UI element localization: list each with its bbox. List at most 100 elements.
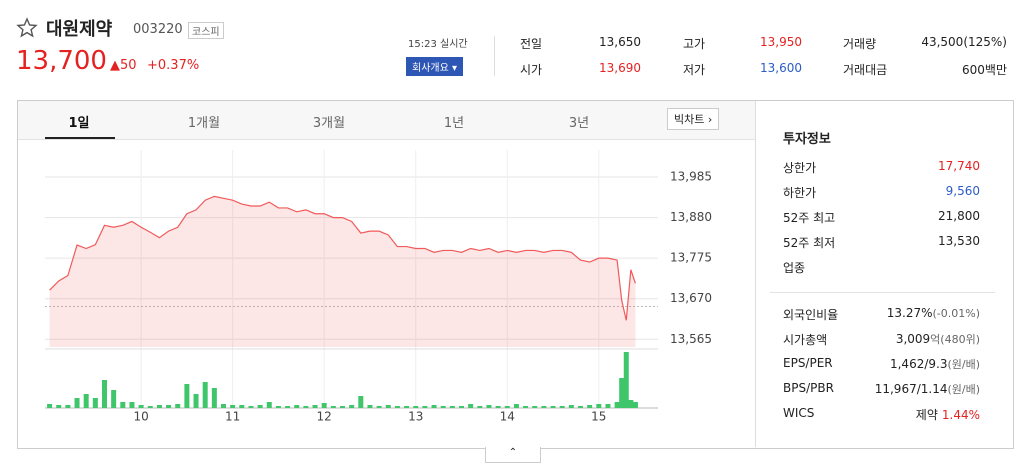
volume-bar bbox=[358, 396, 364, 408]
volume-bar bbox=[65, 405, 71, 408]
volume-bar bbox=[111, 390, 117, 408]
tab-bar bbox=[18, 101, 755, 140]
invest-extra: 억(480위) bbox=[930, 333, 980, 346]
price-line bbox=[49, 195, 636, 321]
big-chart-button[interactable]: 빅차트 › bbox=[667, 108, 720, 130]
invest-label: 52주 최저 bbox=[783, 236, 836, 250]
collapse-toggle[interactable]: ⌃ bbox=[485, 447, 541, 463]
x-tick-label: 12 bbox=[317, 410, 332, 424]
invest-extra: (원/배) bbox=[947, 358, 980, 371]
volume-bar bbox=[394, 406, 400, 408]
volume-bar bbox=[532, 406, 538, 408]
price: 13,700 bbox=[16, 46, 107, 76]
stock-code: 003220 bbox=[133, 22, 183, 37]
volume-bar bbox=[477, 406, 483, 408]
invest-value: 11,967/1.14 bbox=[874, 382, 948, 396]
change-value: 50 bbox=[120, 58, 137, 73]
volume-bar bbox=[404, 406, 410, 408]
invest-value-group: 13.27%(-0.01%) bbox=[887, 306, 980, 320]
invest-value: 1,462/9.3 bbox=[889, 357, 948, 371]
tab[interactable]: 1일 bbox=[68, 116, 90, 131]
invest-value: 13.27% bbox=[886, 306, 933, 320]
volume-bar bbox=[619, 378, 625, 408]
tab[interactable]: 1개월 bbox=[187, 116, 221, 131]
tab[interactable]: 3개월 bbox=[312, 116, 346, 131]
invest-label: 외국인비율 bbox=[783, 308, 839, 322]
volume-bar bbox=[74, 398, 80, 408]
volume-bar bbox=[376, 406, 382, 408]
volume-bar bbox=[303, 406, 309, 408]
volume-bar bbox=[513, 404, 519, 408]
volume-bar bbox=[221, 404, 226, 408]
invest-label: BPS/PBR bbox=[783, 381, 834, 395]
quote-value: 13,650 bbox=[599, 35, 641, 49]
volume-bar bbox=[504, 406, 510, 408]
chart: 13,565 13,670 13,775 13,880 13,985 10 11 12 13 14… bbox=[45, 150, 712, 424]
quote-value: 13,600 bbox=[760, 61, 802, 75]
volume-bar bbox=[349, 405, 355, 408]
volume-bar bbox=[275, 406, 281, 408]
invest-title: 투자정보 bbox=[783, 132, 831, 147]
volume-bar bbox=[568, 405, 574, 408]
quote-label: 저가 bbox=[683, 63, 706, 77]
change-pct: +0.37% bbox=[147, 58, 200, 73]
volume-bar bbox=[468, 404, 474, 408]
y-tick-label: 13,670 bbox=[670, 291, 712, 305]
volume-bar bbox=[92, 398, 98, 408]
tab[interactable]: 1년 bbox=[443, 116, 465, 131]
volume-bar bbox=[632, 402, 638, 408]
volume-bar bbox=[495, 406, 501, 408]
volume-bar bbox=[202, 382, 208, 408]
quote-value: 600백만 bbox=[962, 63, 1007, 77]
quote-label: 거래대금 bbox=[843, 63, 888, 77]
volume-bar bbox=[587, 405, 593, 408]
volume-bar bbox=[248, 406, 254, 408]
volume-bar bbox=[614, 402, 620, 408]
volume-bar bbox=[56, 405, 62, 408]
tab[interactable]: 3년 bbox=[568, 116, 590, 131]
volume-bar bbox=[47, 404, 53, 408]
x-tick-label: 10 bbox=[133, 410, 148, 424]
y-tick-label: 13,985 bbox=[670, 170, 712, 184]
company-button[interactable]: 회사개요 ▾ bbox=[406, 57, 464, 76]
invest-label: 상한가 bbox=[783, 161, 817, 175]
volume-bar bbox=[230, 405, 236, 408]
tab-underline bbox=[45, 137, 115, 139]
volume-bar bbox=[413, 406, 419, 408]
volume-bar bbox=[129, 402, 135, 408]
quote-value: 13,690 bbox=[599, 61, 641, 75]
invest-value: 제약 bbox=[915, 408, 938, 422]
invest-label: 시가총액 bbox=[783, 333, 828, 347]
volume-bar bbox=[422, 406, 428, 408]
x-tick-label: 13 bbox=[408, 410, 423, 424]
favorite-star[interactable] bbox=[16, 17, 38, 39]
invest-value-group: 제약 1.44% bbox=[916, 406, 980, 423]
volume-bar bbox=[257, 405, 263, 408]
stock-name: 대원제약 bbox=[46, 19, 113, 40]
side-divider bbox=[755, 101, 756, 447]
volume-bar bbox=[340, 406, 345, 408]
y-tick-label: 13,775 bbox=[670, 251, 712, 265]
volume-bar bbox=[431, 405, 437, 408]
invest-value: 9,560 bbox=[945, 184, 980, 198]
volume-bar bbox=[266, 402, 272, 408]
invest-value: 21,800 bbox=[938, 209, 980, 223]
volume-bar bbox=[156, 405, 162, 408]
volume-bar bbox=[523, 406, 529, 408]
price-area bbox=[49, 196, 636, 347]
company-button-label: 회사개요 bbox=[412, 63, 449, 74]
volume-bar bbox=[239, 405, 245, 408]
volume-bar bbox=[321, 403, 327, 408]
change: ▲50 bbox=[110, 58, 137, 73]
volume-bar bbox=[102, 380, 107, 408]
volume-bar bbox=[385, 405, 391, 408]
time: 15:23 실시간 bbox=[408, 39, 468, 50]
volume-bar bbox=[486, 405, 492, 408]
invest-label: EPS/PER bbox=[783, 356, 833, 370]
volume-bar bbox=[623, 352, 629, 408]
volume-bar bbox=[367, 405, 373, 408]
y-tick-label: 13,565 bbox=[670, 332, 712, 346]
volume-bar bbox=[184, 384, 190, 408]
